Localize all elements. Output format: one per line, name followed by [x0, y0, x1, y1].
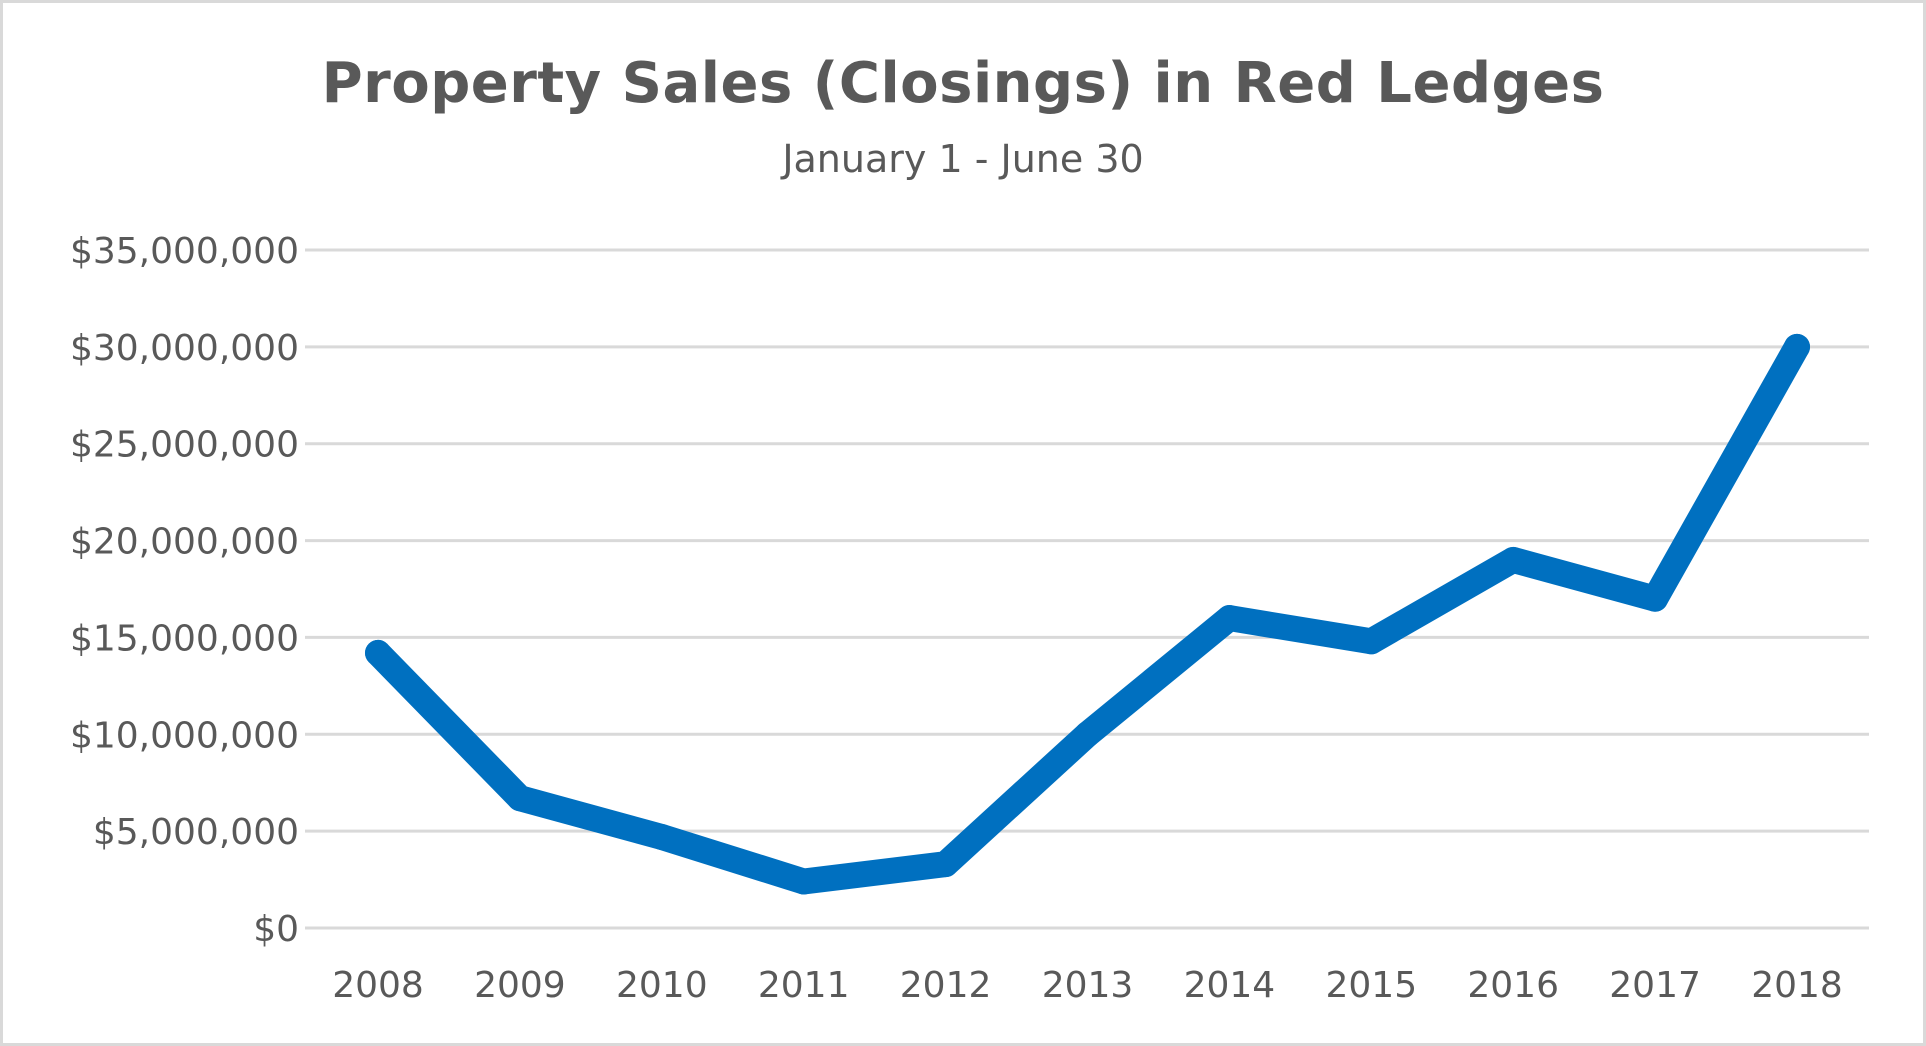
x-tick-label: 2008 — [332, 965, 424, 1006]
y-tick-label: $10,000,000 — [70, 715, 299, 756]
data-point — [1642, 585, 1669, 612]
data-point — [1500, 546, 1527, 573]
x-tick-label: 2014 — [1184, 965, 1276, 1006]
x-tick-label: 2009 — [474, 965, 566, 1006]
data-point — [1074, 721, 1101, 748]
x-tick-label: 2015 — [1325, 965, 1417, 1006]
x-tick-label: 2011 — [758, 965, 850, 1006]
y-axis-tick-labels: $0 $5,000,000 $10,000,000 $15,000,000 $20,00… — [70, 231, 299, 950]
x-tick-label: 2016 — [1467, 965, 1559, 1006]
x-tick-label: 2012 — [900, 965, 992, 1006]
data-point — [1358, 628, 1385, 655]
y-tick-label: $25,000,000 — [70, 425, 299, 466]
series-layer — [365, 333, 1810, 895]
data-point — [365, 639, 391, 666]
x-axis-tick-labels: 2008 2009 2010 2011 2012 2013 2014 2015 2016 2017… — [332, 965, 1843, 1006]
data-point — [1216, 605, 1243, 632]
data-point — [648, 823, 675, 850]
plot-area: $0 $5,000,000 $10,000,000 $15,000,000 $20,00… — [70, 231, 1869, 1006]
data-point — [506, 785, 533, 812]
y-tick-label: $5,000,000 — [93, 812, 299, 853]
chart-title: Property Sales (Closings) in Red Ledges — [321, 51, 1605, 116]
x-tick-label: 2013 — [1042, 965, 1134, 1006]
series-line — [365, 333, 1810, 895]
y-tick-label: $35,000,000 — [70, 231, 299, 272]
y-tick-label: $30,000,000 — [70, 328, 299, 369]
data-point — [790, 868, 817, 895]
x-tick-label: 2010 — [616, 965, 708, 1006]
x-tick-label: 2017 — [1609, 965, 1701, 1006]
y-tick-label: $15,000,000 — [70, 618, 299, 659]
x-tick-label: 2018 — [1751, 965, 1843, 1006]
chart-subtitle: January 1 - June 30 — [782, 137, 1144, 181]
data-point — [1784, 333, 1810, 360]
data-point — [932, 851, 959, 878]
y-tick-label: $0 — [253, 909, 299, 950]
y-tick-label: $20,000,000 — [70, 522, 299, 563]
